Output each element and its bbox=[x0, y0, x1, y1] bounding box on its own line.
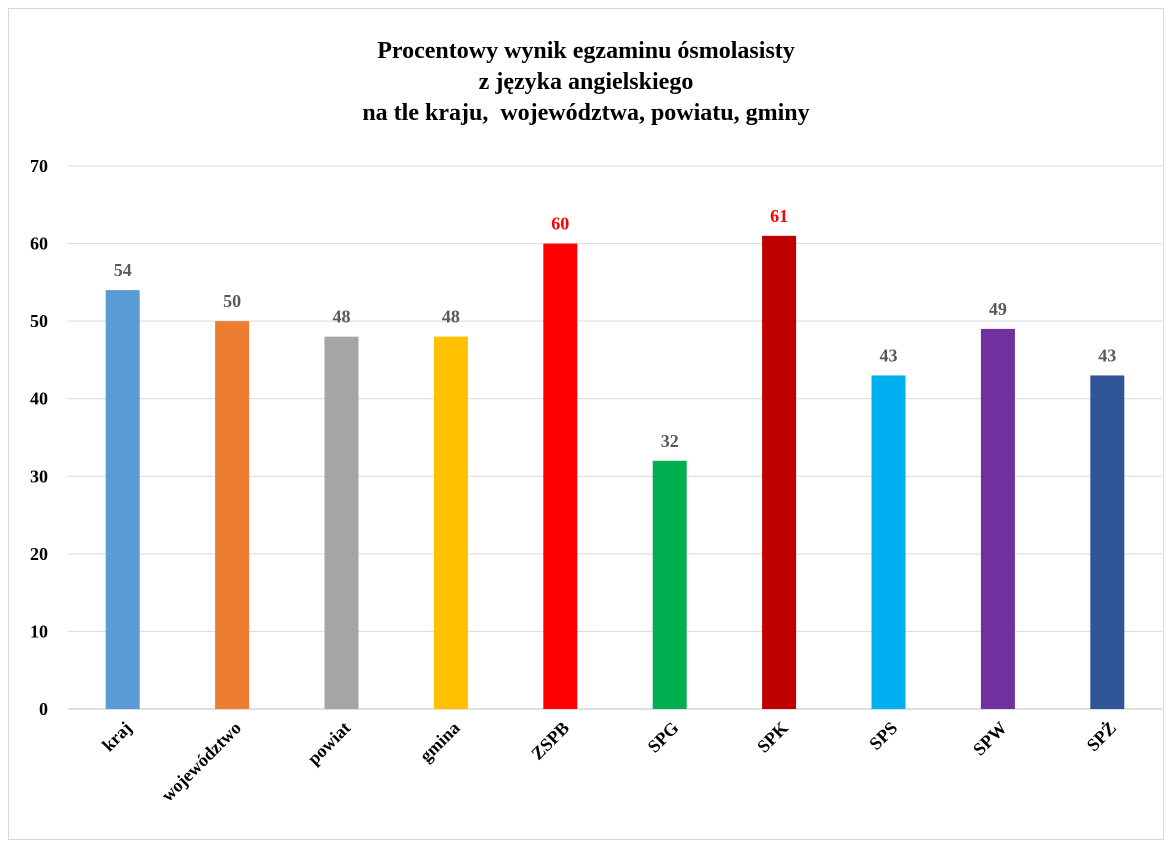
chart-title-line-2: z języka angielskiego bbox=[478, 69, 694, 95]
x-tick-label: kraj bbox=[98, 718, 135, 755]
y-tick-label: 0 bbox=[39, 699, 48, 719]
data-label: 43 bbox=[880, 345, 898, 365]
data-label: 54 bbox=[114, 260, 132, 280]
y-tick-label: 60 bbox=[30, 234, 48, 254]
data-label: 50 bbox=[223, 291, 241, 311]
data-label: 49 bbox=[989, 299, 1007, 319]
bar bbox=[543, 243, 578, 710]
y-tick-label: 30 bbox=[30, 466, 48, 486]
x-tick-label: SPK bbox=[753, 718, 792, 757]
y-tick-label: 20 bbox=[30, 544, 48, 564]
bar bbox=[652, 460, 687, 709]
data-label: 61 bbox=[770, 206, 788, 226]
bar bbox=[433, 336, 468, 709]
data-label: 60 bbox=[551, 214, 569, 234]
data-label: 32 bbox=[661, 431, 679, 451]
x-tick-label: SPS bbox=[865, 718, 901, 754]
chart-title: Procentowy wynik egzaminu ósmolasisty z … bbox=[0, 36, 1172, 129]
bar bbox=[871, 375, 906, 709]
chart-title-line-1: Procentowy wynik egzaminu ósmolasisty bbox=[377, 38, 795, 64]
y-tick-label: 40 bbox=[30, 389, 48, 409]
x-tick-label: SPŻ bbox=[1083, 718, 1120, 755]
x-tick-label: województwo bbox=[157, 718, 245, 806]
x-tick-label: ZSPB bbox=[527, 718, 573, 764]
x-tick-label: gmina bbox=[416, 718, 464, 766]
y-tick-label: 70 bbox=[30, 156, 48, 176]
y-tick-label: 50 bbox=[30, 311, 48, 331]
chart-title-line-3: na tle kraju, województwa, powiatu, gmin… bbox=[362, 100, 810, 126]
x-tick-label: SPW bbox=[969, 718, 1011, 760]
chart-frame bbox=[8, 8, 1164, 840]
data-label: 48 bbox=[442, 307, 460, 327]
bar bbox=[1090, 375, 1125, 709]
x-tick-label: SPG bbox=[644, 718, 683, 757]
data-label: 48 bbox=[333, 307, 351, 327]
bar bbox=[980, 328, 1015, 709]
x-tick-label: powiat bbox=[303, 718, 354, 769]
bar bbox=[762, 235, 797, 710]
bar bbox=[324, 336, 359, 709]
bar bbox=[215, 321, 250, 709]
bar bbox=[105, 290, 140, 709]
y-tick-label: 10 bbox=[30, 621, 48, 641]
data-label: 43 bbox=[1098, 345, 1116, 365]
